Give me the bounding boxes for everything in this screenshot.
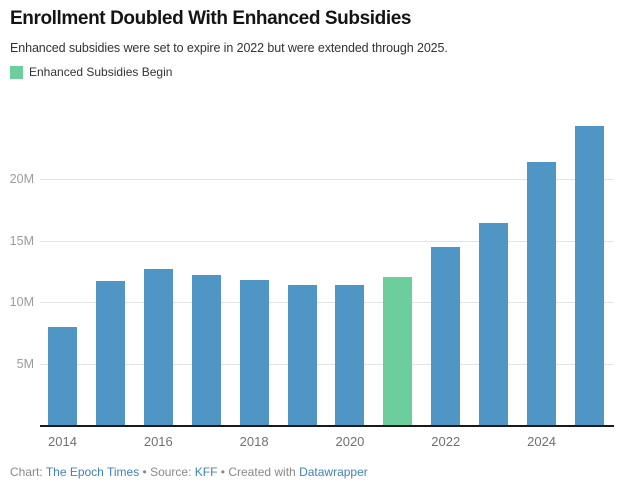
bar-2022[interactable] [431,246,461,425]
bar-2019[interactable] [287,284,317,425]
chart-subtitle: Enhanced subsidies were set to expire in… [10,41,448,55]
x-axis-label-2024: 2024 [527,434,557,449]
footer-created-label: Created with [228,465,296,479]
bar-2017[interactable] [191,274,221,425]
footer-source-link[interactable]: KFF [194,465,218,479]
y-axis-label-20m: 20M [9,172,34,186]
footer-separator: • [220,465,225,479]
x-axis-label-2022: 2022 [431,434,461,449]
x-axis-label-2014: 2014 [48,434,77,449]
x-axis-label-2016: 2016 [143,434,173,449]
bar-2016[interactable] [143,268,173,425]
legend: Enhanced Subsidies Begin [10,65,172,79]
bar-2015[interactable] [95,281,125,425]
bar-2014[interactable] [48,326,77,425]
footer-datawrapper-link[interactable]: Datawrapper [299,465,368,479]
chart-title: Enrollment Doubled With Enhanced Subsidi… [10,8,412,29]
legend-swatch-icon [10,65,23,79]
gridline-20m [40,179,614,180]
gridline-10m [40,302,614,303]
footer-chart-label: Chart: [10,465,43,479]
y-axis-label-10m: 10M [9,295,34,309]
footer-separator: • [142,465,147,479]
attribution-footer: Chart: The Epoch Times • Source: KFF • C… [10,465,368,479]
legend-label: Enhanced Subsidies Begin [29,65,173,79]
footer-source-label: Source: [150,465,192,479]
gridline-15m [40,240,614,242]
gridline-5m [40,363,614,365]
bar-2025[interactable] [574,126,604,425]
bar-2023[interactable] [479,223,509,425]
bar-2020[interactable] [335,284,365,425]
x-axis-line [40,425,614,427]
bar-2021[interactable] [383,277,413,425]
y-axis-label-5m: 5M [16,356,34,371]
y-axis-label-15m: 15M [9,233,34,248]
bar-2024[interactable] [527,161,557,425]
x-axis-label-2020: 2020 [335,434,365,449]
bar-2018[interactable] [239,279,269,425]
x-axis-label-2018: 2018 [239,434,269,449]
footer-chart-credit-link[interactable]: The Epoch Times [45,465,140,479]
